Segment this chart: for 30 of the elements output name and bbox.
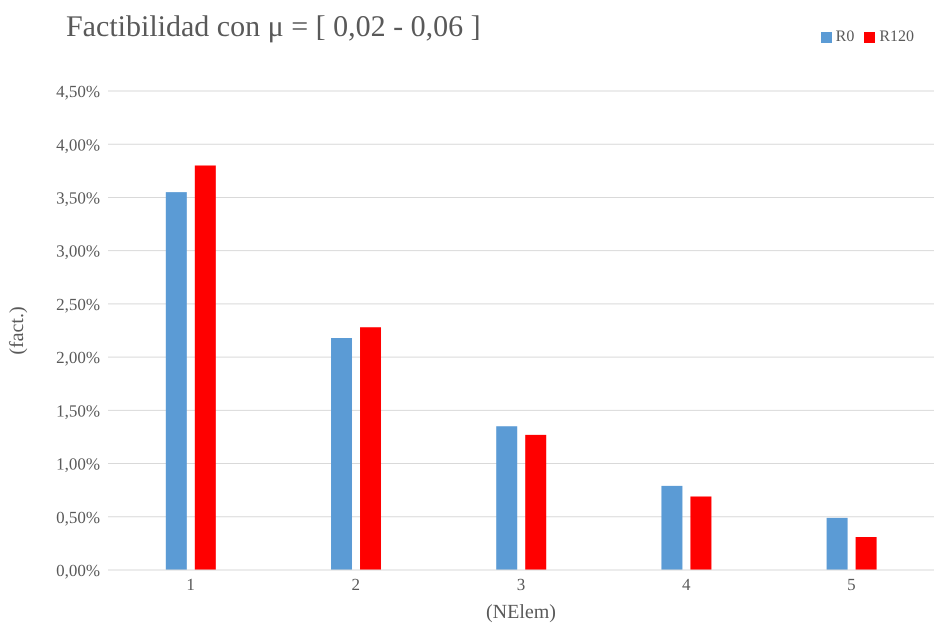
y-axis-title: (fact.) bbox=[6, 306, 28, 355]
bar bbox=[826, 518, 848, 570]
bar bbox=[360, 327, 382, 570]
legend-label: R0 bbox=[836, 28, 854, 45]
bar bbox=[331, 338, 352, 570]
y-tick-label: 2,00% bbox=[56, 348, 100, 368]
bar bbox=[690, 496, 712, 570]
x-tick-label: 2 bbox=[352, 575, 360, 594]
y-tick-label: 0,50% bbox=[56, 508, 100, 527]
x-tick-label: 3 bbox=[516, 575, 526, 594]
x-tick-label: 1 bbox=[186, 575, 195, 594]
bar bbox=[166, 192, 187, 570]
y-tick-label: 1,50% bbox=[56, 401, 100, 420]
x-axis-title: (NElem) bbox=[486, 601, 556, 623]
x-tick-label: 4 bbox=[682, 575, 691, 594]
bar bbox=[525, 434, 546, 570]
x-tick-label: 5 bbox=[847, 575, 856, 594]
y-tick-label: 4,50% bbox=[56, 82, 100, 102]
bar bbox=[194, 166, 216, 570]
y-tick-label: 0,00% bbox=[56, 561, 100, 580]
bar bbox=[661, 486, 682, 570]
y-tick-label: 4,00% bbox=[56, 135, 100, 154]
bar bbox=[856, 537, 877, 570]
y-tick-label: 1,00% bbox=[56, 454, 100, 474]
legend-label: R120 bbox=[879, 28, 914, 45]
y-tick-label: 3,00% bbox=[56, 242, 100, 261]
y-tick-label: 2,50% bbox=[56, 294, 100, 314]
bar bbox=[496, 426, 518, 570]
chart-title: Factibilidad con μ = [ 0,02 - 0,06 ] bbox=[66, 10, 481, 44]
y-tick-label: 3,50% bbox=[56, 188, 100, 208]
